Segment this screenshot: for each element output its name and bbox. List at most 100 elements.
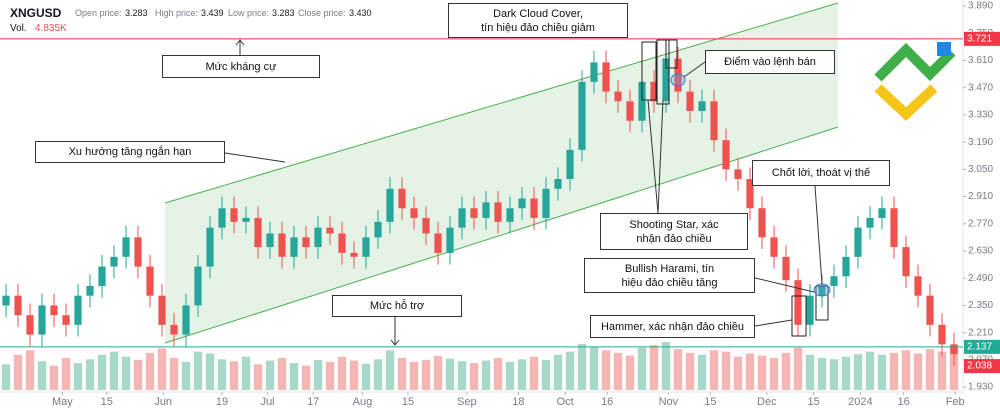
annotation: Mức hỗ trợ [332,295,462,317]
level-label: 3.721 [967,34,992,45]
volume-bar [265,360,275,390]
volume-bar [385,350,395,390]
y-tick-label: 2.910 [968,191,993,202]
annotation: Dark Cloud Cover, tín hiệu đảo chiều giả… [448,3,628,38]
candle-body [410,208,418,218]
candle-body [206,227,214,267]
volume-bar [613,352,623,390]
stat-label: Close price: [298,8,346,18]
candle-body [26,315,34,335]
candle-body [914,276,922,296]
volume-bar [217,359,227,390]
volume-bar [721,351,731,390]
volume-bar [901,350,911,390]
candle-body [422,217,430,234]
y-tick-label: 3.890 [968,1,993,12]
candle-body [794,280,802,325]
candle-body [362,237,370,257]
candle-body [218,208,226,228]
candle-body [602,62,610,92]
x-tick-label: Nov [659,396,679,408]
volume-bar [949,345,959,390]
annotation: Xu hướng tăng ngắn hạn [35,141,225,163]
x-tick-label: Aug [353,396,373,408]
candle-body [902,247,910,277]
candle-body [806,295,814,325]
volume-bar [229,361,239,390]
volume-bar [253,364,263,390]
volume-bar [181,361,191,390]
candle-body [290,237,298,257]
symbol: XNGUSD [10,6,62,20]
stat-value: 3.283 [125,8,148,18]
volume-bar [277,358,287,390]
x-tick-label: 15 [704,396,716,408]
candle-body [662,58,670,102]
candle-body [146,266,154,296]
candle-body [338,233,346,253]
volume-bar [793,347,803,390]
volume-bar [925,349,935,390]
x-tick-label: Dec [757,396,777,408]
volume-bar [589,346,599,390]
candle-body [554,179,562,189]
volume-bar [193,351,203,390]
volume-bar [421,359,431,390]
candle-body [710,101,718,141]
connector [683,61,706,78]
candle-body [2,295,10,306]
volume-value: 4.835K [35,23,67,34]
volume-bar [85,359,95,390]
stat-label: Open price: [75,8,122,18]
volume-bar [481,360,491,390]
volume-bar [205,353,215,390]
volume-bar [133,359,143,390]
candle-body [482,202,490,218]
y-tick-label: 3.190 [968,137,993,148]
stat-value: 3.283 [272,8,295,18]
volume-bar [121,356,131,390]
volume-bar [349,360,359,390]
volume-bar [529,356,539,390]
candle-body [302,237,310,248]
channel-top [164,2,839,204]
stat-label: High price: [155,8,199,18]
candle-body [86,285,94,296]
level-tag [964,31,1000,46]
candle-body [650,81,658,102]
volume-bar [853,354,863,390]
candle-body [854,227,862,257]
volume-bar [241,356,251,390]
level-label: 2.038 [967,361,992,372]
candle-body [890,208,898,248]
volume-bar [937,351,947,390]
y-tick-label: 3.050 [968,164,993,175]
x-tick-label: 15 [402,396,414,408]
volume-bar [817,358,827,390]
candle-body [686,91,694,112]
x-tick-label: Feb [946,396,965,408]
candle-body [62,315,70,325]
logo-green [874,42,956,82]
connectors [224,39,823,346]
candle-body [818,285,826,296]
volume-bar [541,359,551,390]
volume-bar [553,354,563,390]
candle-body [866,217,874,228]
volume-bar [73,363,83,390]
candle-body [254,217,262,248]
candle-body [506,208,514,222]
y-tick-label: 1.930 [968,382,993,393]
candle-body [530,198,538,218]
volume-bar [409,361,419,390]
y-tick-label: 2.490 [968,273,993,284]
candle-body [590,62,598,82]
marks [1,46,959,390]
logo-blue [937,42,951,56]
trend-channel [165,3,838,343]
candle-body [722,140,730,170]
volume-bar [37,361,47,390]
volume-bar [565,351,575,390]
x-tick-label: Oct [557,396,574,408]
